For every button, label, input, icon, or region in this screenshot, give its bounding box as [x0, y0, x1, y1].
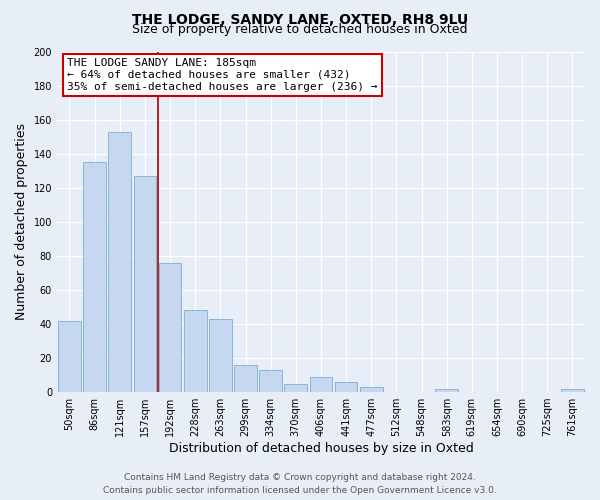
Bar [310, 377, 332, 392]
Bar [159, 262, 181, 392]
Bar [109, 132, 131, 392]
Bar [58, 320, 81, 392]
Bar [184, 310, 206, 392]
Text: Contains HM Land Registry data © Crown copyright and database right 2024.
Contai: Contains HM Land Registry data © Crown c… [103, 474, 497, 495]
Bar [561, 388, 584, 392]
Bar [234, 365, 257, 392]
Bar [335, 382, 358, 392]
Bar [436, 388, 458, 392]
Text: THE LODGE, SANDY LANE, OXTED, RH8 9LU: THE LODGE, SANDY LANE, OXTED, RH8 9LU [132, 12, 468, 26]
Text: Size of property relative to detached houses in Oxted: Size of property relative to detached ho… [132, 24, 468, 36]
Bar [209, 319, 232, 392]
Bar [259, 370, 282, 392]
Bar [83, 162, 106, 392]
X-axis label: Distribution of detached houses by size in Oxted: Distribution of detached houses by size … [169, 442, 473, 455]
Text: THE LODGE SANDY LANE: 185sqm
← 64% of detached houses are smaller (432)
35% of s: THE LODGE SANDY LANE: 185sqm ← 64% of de… [67, 58, 378, 92]
Bar [360, 387, 383, 392]
Y-axis label: Number of detached properties: Number of detached properties [15, 124, 28, 320]
Bar [134, 176, 156, 392]
Bar [284, 384, 307, 392]
